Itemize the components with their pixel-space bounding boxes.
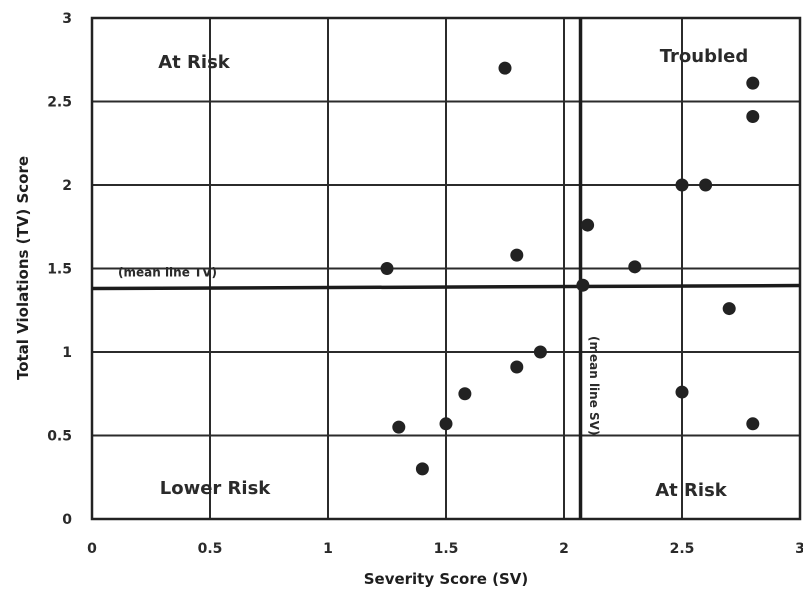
y-tick-label: 1.5 <box>47 262 72 278</box>
annotations: (mean line TV) (mean line SV) At Risk Troub… <box>118 46 748 501</box>
gridlines <box>90 16 802 521</box>
mean-line-tv-label: (mean line TV) <box>118 266 217 280</box>
quadrant-label-top-right: Troubled <box>660 46 749 67</box>
y-axis-title: Total Violations (TV) Score <box>14 156 32 380</box>
data-point <box>380 262 394 275</box>
data-point <box>458 387 472 401</box>
x-tick-label: 0 <box>87 541 97 557</box>
x-axis-title: Severity Score (SV) <box>364 570 529 588</box>
y-tick-label: 3 <box>62 11 72 27</box>
data-point <box>439 417 453 431</box>
mean-lines <box>91 18 801 519</box>
x-tick-label: 2.5 <box>670 541 695 557</box>
data-point <box>746 110 760 124</box>
data-point <box>581 218 595 232</box>
data-point <box>722 302 736 316</box>
mean-line-tv <box>91 283 801 291</box>
x-tick-label: 2 <box>559 541 569 557</box>
x-tick-label: 1.5 <box>434 541 459 557</box>
data-point <box>746 417 760 431</box>
x-tick-label: 0.5 <box>198 541 223 557</box>
data-point <box>510 360 524 374</box>
data-point <box>675 178 689 192</box>
data-point <box>699 178 713 192</box>
quadrant-label-bottom-left: Lower Risk <box>160 478 272 499</box>
y-tick-label: 1 <box>62 345 72 361</box>
data-point <box>746 76 760 90</box>
plot-frame <box>90 16 802 521</box>
y-tick-label: 2 <box>62 178 72 194</box>
x-tick-label: 1 <box>323 541 333 557</box>
data-point <box>628 260 642 274</box>
data-point <box>675 385 689 399</box>
data-point <box>392 420 406 434</box>
data-points <box>380 61 760 476</box>
x-tick-label: 3 <box>795 541 803 557</box>
mean-line-sv-label: (mean line SV) <box>587 336 601 435</box>
y-tick-label: 2.5 <box>47 95 72 111</box>
data-point <box>510 248 524 262</box>
quadrant-label-bottom-right: At Risk <box>655 480 728 501</box>
quadrant-label-top-left: At Risk <box>158 52 231 73</box>
data-point <box>498 61 512 75</box>
data-point <box>415 462 429 476</box>
y-tick-label: 0.5 <box>47 429 72 445</box>
y-tick-label: 0 <box>62 512 72 528</box>
data-point <box>576 278 590 292</box>
tick-labels: 0 0.5 1 1.5 2 2.5 3 0 0.5 1 1.5 2 2.5 3 <box>47 11 803 557</box>
data-point <box>533 345 547 359</box>
